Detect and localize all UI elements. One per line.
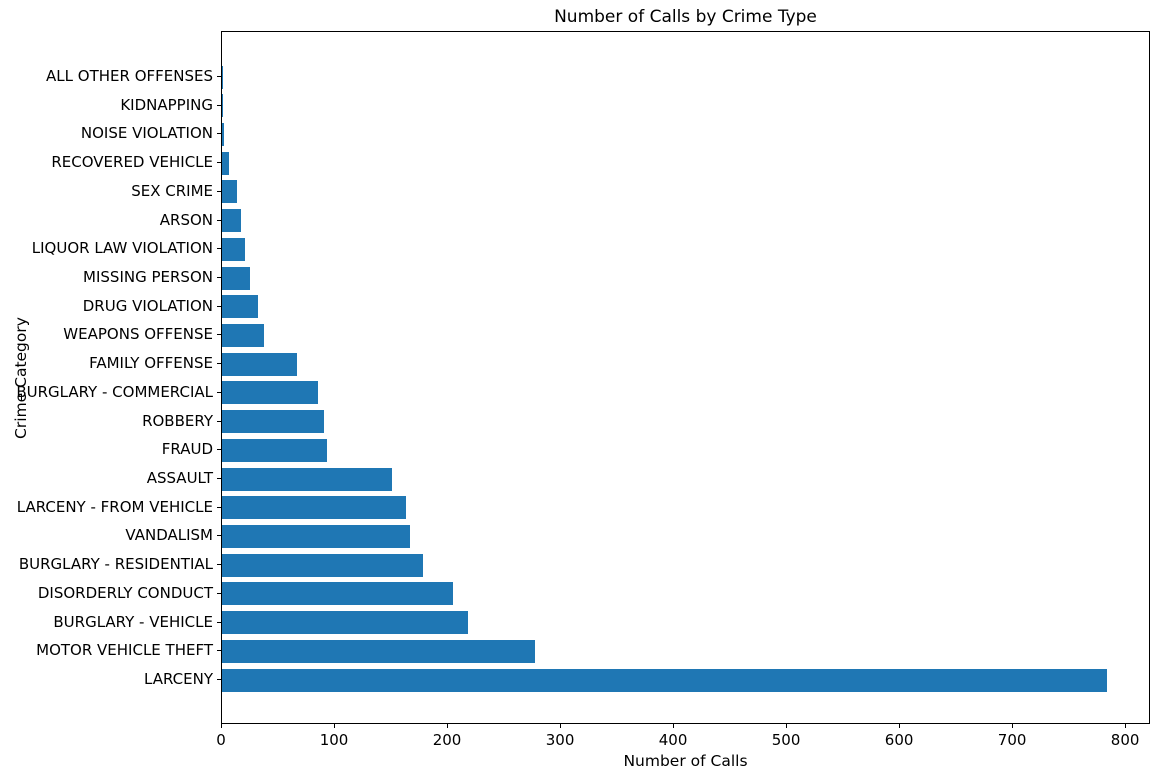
- y-tick-mark: [217, 219, 221, 221]
- y-tick-label-assault: ASSAULT: [146, 469, 213, 487]
- x-tick-mark: [334, 724, 336, 728]
- y-tick-label-drug-violation: DRUG VIOLATION: [82, 296, 213, 315]
- bar-burglary-vehicle: [222, 611, 469, 635]
- y-tick-label-liquor-law-violation: LIQUOR LAW VIOLATION: [31, 239, 213, 258]
- x-tick-mark: [786, 724, 788, 728]
- y-tick-label-weapons-offense: WEAPONS OFFENSE: [63, 325, 213, 344]
- x-tick-mark: [447, 724, 449, 728]
- bar-kidnapping: [222, 94, 224, 118]
- x-tick-label-700: 700: [997, 731, 1027, 749]
- y-tick-mark: [217, 478, 221, 479]
- y-tick-label-burglary-residential: BURGLARY - RESIDENTIAL: [18, 555, 213, 574]
- y-tick-mark: [217, 190, 221, 192]
- x-tick-mark: [1012, 724, 1014, 728]
- bar-noise-violation: [222, 122, 225, 146]
- y-tick-label-motor-vehicle-theft: MOTOR VEHICLE THEFT: [36, 641, 213, 660]
- x-axis-label: Number of Calls: [623, 752, 748, 770]
- x-tick-mark: [1125, 724, 1127, 728]
- y-tick-mark: [217, 76, 221, 77]
- y-tick-mark: [217, 621, 221, 623]
- bar-family-offense: [222, 352, 297, 376]
- y-tick-label-noise-violation: NOISE VIOLATION: [80, 124, 213, 143]
- bar-assault: [222, 467, 392, 491]
- y-tick-label-disorderly-conduct: DISORDERLY CONDUCT: [37, 583, 213, 602]
- y-tick-mark: [217, 363, 221, 365]
- y-tick-mark: [217, 592, 221, 594]
- x-tick-label-600: 600: [884, 731, 914, 749]
- bar-burglary-commercial: [222, 381, 319, 405]
- y-tick-mark: [217, 564, 221, 566]
- y-tick-mark: [217, 334, 221, 336]
- bar-motor-vehicle-theft: [222, 639, 536, 663]
- y-tick-mark: [217, 449, 221, 451]
- bar-robbery: [222, 410, 324, 434]
- y-tick-mark: [217, 305, 221, 307]
- bar-fraud: [222, 438, 328, 462]
- y-tick-mark: [217, 650, 221, 652]
- y-tick-mark: [217, 104, 221, 106]
- bar-vandalism: [222, 524, 410, 548]
- y-tick-mark: [217, 162, 221, 164]
- y-tick-mark: [217, 506, 221, 508]
- bar-larceny-from-vehicle: [222, 496, 407, 520]
- y-tick-label-recovered-vehicle: RECOVERED VEHICLE: [51, 153, 213, 172]
- y-tick-mark: [217, 391, 221, 393]
- y-tick-mark: [217, 133, 221, 135]
- y-tick-label-vandalism: VANDALISM: [125, 526, 213, 545]
- y-tick-mark: [217, 248, 221, 250]
- x-tick-mark: [899, 724, 901, 728]
- x-tick-mark: [560, 724, 562, 728]
- y-tick-label-robbery: ROBBERY: [142, 411, 213, 430]
- bar-drug-violation: [222, 295, 259, 319]
- y-tick-mark: [217, 535, 221, 537]
- y-tick-mark: [217, 679, 221, 680]
- x-tick-label-300: 300: [545, 731, 575, 749]
- bar-larceny: [222, 668, 1107, 692]
- x-tick-mark: [221, 724, 222, 728]
- bar-recovered-vehicle: [222, 151, 229, 175]
- y-tick-label-all-other-offenses: ALL OTHER OFFENSES: [46, 67, 213, 85]
- chart-title: Number of Calls by Crime Type: [554, 7, 817, 27]
- plot-area: [221, 31, 1150, 724]
- y-tick-label-burglary-commercial: BURGLARY - COMMERCIAL: [16, 382, 213, 401]
- y-tick-label-family-offense: FAMILY OFFENSE: [89, 354, 213, 373]
- bar-disorderly-conduct: [222, 582, 453, 606]
- x-tick-label-800: 800: [1110, 731, 1140, 749]
- bar-sex-crime: [222, 180, 237, 204]
- x-tick-label-200: 200: [432, 731, 462, 749]
- y-tick-label-missing-person: MISSING PERSON: [83, 268, 213, 286]
- y-tick-mark: [217, 420, 221, 422]
- bar-weapons-offense: [222, 323, 264, 347]
- bar-arson: [222, 209, 242, 233]
- x-tick-label-500: 500: [771, 731, 801, 749]
- bar-burglary-residential: [222, 553, 424, 577]
- y-tick-label-larceny-from-vehicle: LARCENY - FROM VEHICLE: [16, 497, 213, 516]
- x-tick-label-400: 400: [658, 731, 688, 749]
- x-tick-mark: [673, 724, 675, 728]
- y-tick-label-sex-crime: SEX CRIME: [131, 181, 213, 200]
- bar-missing-person: [222, 266, 251, 290]
- y-tick-label-fraud: FRAUD: [161, 440, 213, 459]
- y-tick-mark: [217, 277, 221, 278]
- y-tick-label-larceny: LARCENY: [144, 670, 213, 688]
- y-tick-label-burglary-vehicle: BURGLARY - VEHICLE: [53, 612, 213, 631]
- y-tick-label-kidnapping: KIDNAPPING: [120, 95, 213, 114]
- x-tick-label-0: 0: [216, 731, 226, 749]
- bar-all-other-offenses: [222, 65, 224, 89]
- y-tick-label-arson: ARSON: [159, 210, 213, 229]
- x-tick-label-100: 100: [319, 731, 349, 749]
- bar-liquor-law-violation: [222, 237, 245, 261]
